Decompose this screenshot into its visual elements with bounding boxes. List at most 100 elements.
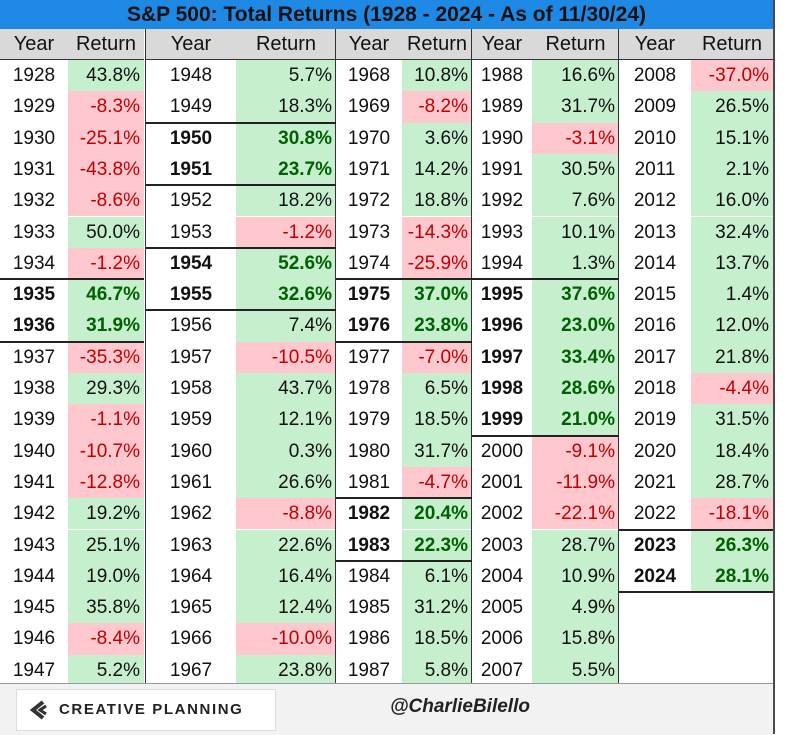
return-cell: 30.5% <box>532 153 619 186</box>
return-cell: 31.7% <box>532 91 619 123</box>
year-cell: 1981 <box>347 471 391 493</box>
return-cell: 18.4% <box>691 435 773 467</box>
return-cell: -12.8% <box>68 466 144 499</box>
year-cell: 2013 <box>633 221 677 243</box>
year-cell: 1994 <box>480 252 524 274</box>
year-cell: 1964 <box>169 565 213 587</box>
author-handle: @CharlieBilello <box>390 696 530 717</box>
return-cell: 22.3% <box>402 529 472 561</box>
table-title: S&P 500: Total Returns (1928 - 2024 - As… <box>0 0 773 29</box>
brand-name: CREATIVE PLANNING <box>59 701 244 718</box>
row-rule <box>336 559 472 562</box>
year-cell: 2002 <box>480 503 524 525</box>
year-cell: 2014 <box>633 252 677 274</box>
column-header-return: Return <box>532 29 619 60</box>
return-cell: 13.7% <box>691 247 773 280</box>
return-cell: 23.0% <box>532 310 619 342</box>
return-cell: -10.5% <box>236 341 336 373</box>
return-cell: -8.3% <box>68 91 144 123</box>
year-cell: 1976 <box>347 315 391 337</box>
column-header-year: Year <box>336 29 402 60</box>
row-rule <box>0 340 144 343</box>
year-cell: 1983 <box>347 534 391 556</box>
return-cell: 21.0% <box>532 404 619 436</box>
return-cell: -10.0% <box>236 623 336 655</box>
year-cell: 1951 <box>169 158 213 180</box>
return-cell: 23.8% <box>236 654 336 686</box>
footer: CREATIVE PLANNING @CharlieBilello <box>0 683 773 735</box>
return-cell: 23.7% <box>236 153 336 186</box>
return-cell: -11.9% <box>532 466 619 499</box>
return-cell: 25.1% <box>68 529 144 561</box>
column-header-year: Year <box>146 29 236 60</box>
return-cell: 31.5% <box>691 404 773 436</box>
year-cell: 1929 <box>12 96 56 118</box>
year-cell: 2023 <box>633 534 677 556</box>
year-cell: 1980 <box>347 440 391 462</box>
year-cell: 1934 <box>12 252 56 274</box>
year-cell: 1933 <box>12 221 56 243</box>
year-cell: 1975 <box>347 284 391 306</box>
year-cell: 1962 <box>169 503 213 525</box>
return-cell: 26.5% <box>691 91 773 123</box>
year-cell: 1940 <box>12 440 56 462</box>
return-cell: 16.0% <box>691 185 773 217</box>
return-cell: 12.1% <box>236 404 336 436</box>
return-cell: 5.8% <box>402 654 472 686</box>
return-cell: 7.6% <box>532 185 619 217</box>
column-divider <box>471 29 472 683</box>
year-cell: 1932 <box>12 190 56 212</box>
year-cell: 1985 <box>347 597 391 619</box>
return-cell: 1.3% <box>532 247 619 280</box>
return-cell: 12.4% <box>236 592 336 624</box>
return-cell: 18.2% <box>236 185 336 217</box>
year-cell: 1967 <box>169 659 213 681</box>
return-cell: -9.1% <box>532 435 619 467</box>
column-divider <box>618 29 619 683</box>
return-cell: 22.6% <box>236 529 336 561</box>
return-cell: -37.0% <box>691 60 773 92</box>
year-cell: 2007 <box>480 659 524 681</box>
year-cell: 1965 <box>169 597 213 619</box>
year-cell: 1998 <box>480 378 524 399</box>
return-cell: 21.8% <box>691 341 773 373</box>
year-cell: 1989 <box>480 96 524 118</box>
return-cell: 30.8% <box>236 122 336 154</box>
return-cell: 29.3% <box>68 373 144 405</box>
return-cell: 15.1% <box>691 122 773 154</box>
return-cell: 23.8% <box>402 310 472 342</box>
row-rule <box>336 340 472 343</box>
year-cell: 1992 <box>480 190 524 212</box>
row-rule <box>472 278 619 281</box>
year-cell: 2003 <box>480 534 524 556</box>
year-cell: 1935 <box>12 284 56 306</box>
year-cell: 1999 <box>480 409 524 431</box>
year-cell: 1959 <box>169 409 213 431</box>
year-cell: 1995 <box>480 284 524 306</box>
year-cell: 2006 <box>480 628 524 650</box>
return-cell: 16.6% <box>532 60 619 92</box>
year-cell: 1930 <box>12 127 56 149</box>
year-cell: 1970 <box>347 127 391 149</box>
row-rule <box>619 528 773 531</box>
year-cell: 1953 <box>169 221 213 243</box>
return-cell: 19.2% <box>68 498 144 530</box>
return-cell: 32.6% <box>236 279 336 311</box>
row-rule <box>146 184 336 187</box>
return-cell: -8.4% <box>68 623 144 655</box>
year-cell: 1972 <box>347 190 391 212</box>
return-cell: -4.4% <box>691 373 773 405</box>
year-cell: 2020 <box>633 440 677 462</box>
year-cell: 1948 <box>169 65 213 86</box>
year-cell: 1966 <box>169 628 213 650</box>
column-header-return: Return <box>402 29 472 60</box>
year-cell: 1938 <box>12 378 56 399</box>
year-cell: 2001 <box>480 471 524 493</box>
return-cell: 28.7% <box>532 529 619 561</box>
year-cell: 2012 <box>633 190 677 212</box>
return-cell: -22.1% <box>532 498 619 530</box>
return-cell: 28.1% <box>691 560 773 593</box>
row-rule <box>0 278 144 281</box>
return-cell: 46.7% <box>68 279 144 311</box>
return-cell: -7.0% <box>402 341 472 373</box>
